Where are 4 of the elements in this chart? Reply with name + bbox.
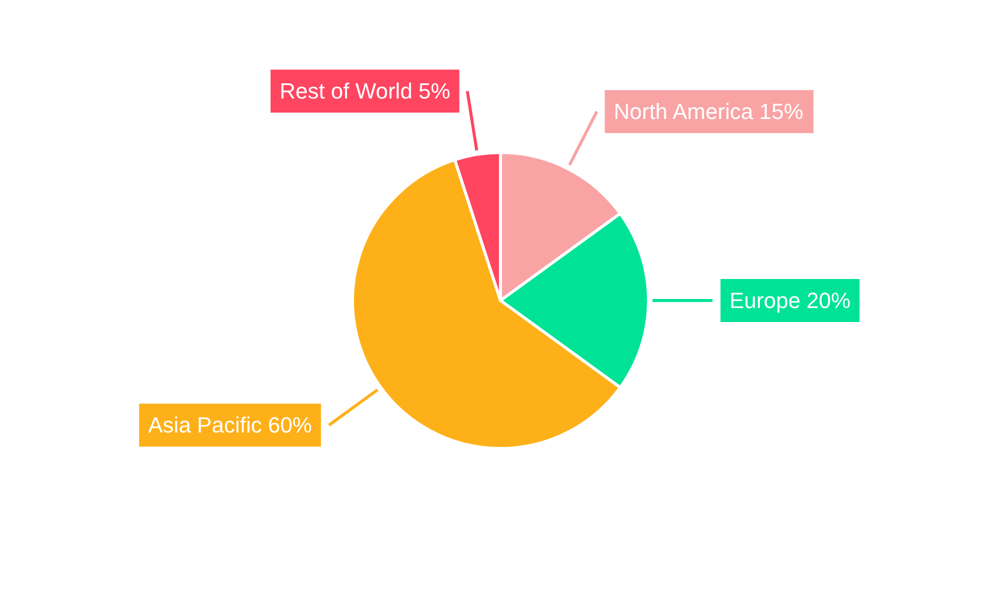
slice-label: Asia Pacific 60% bbox=[148, 412, 312, 438]
slice-label: Europe 20% bbox=[730, 288, 851, 313]
slice-label: Rest of World 5% bbox=[280, 78, 450, 104]
slice-label: North America 15% bbox=[614, 99, 804, 124]
